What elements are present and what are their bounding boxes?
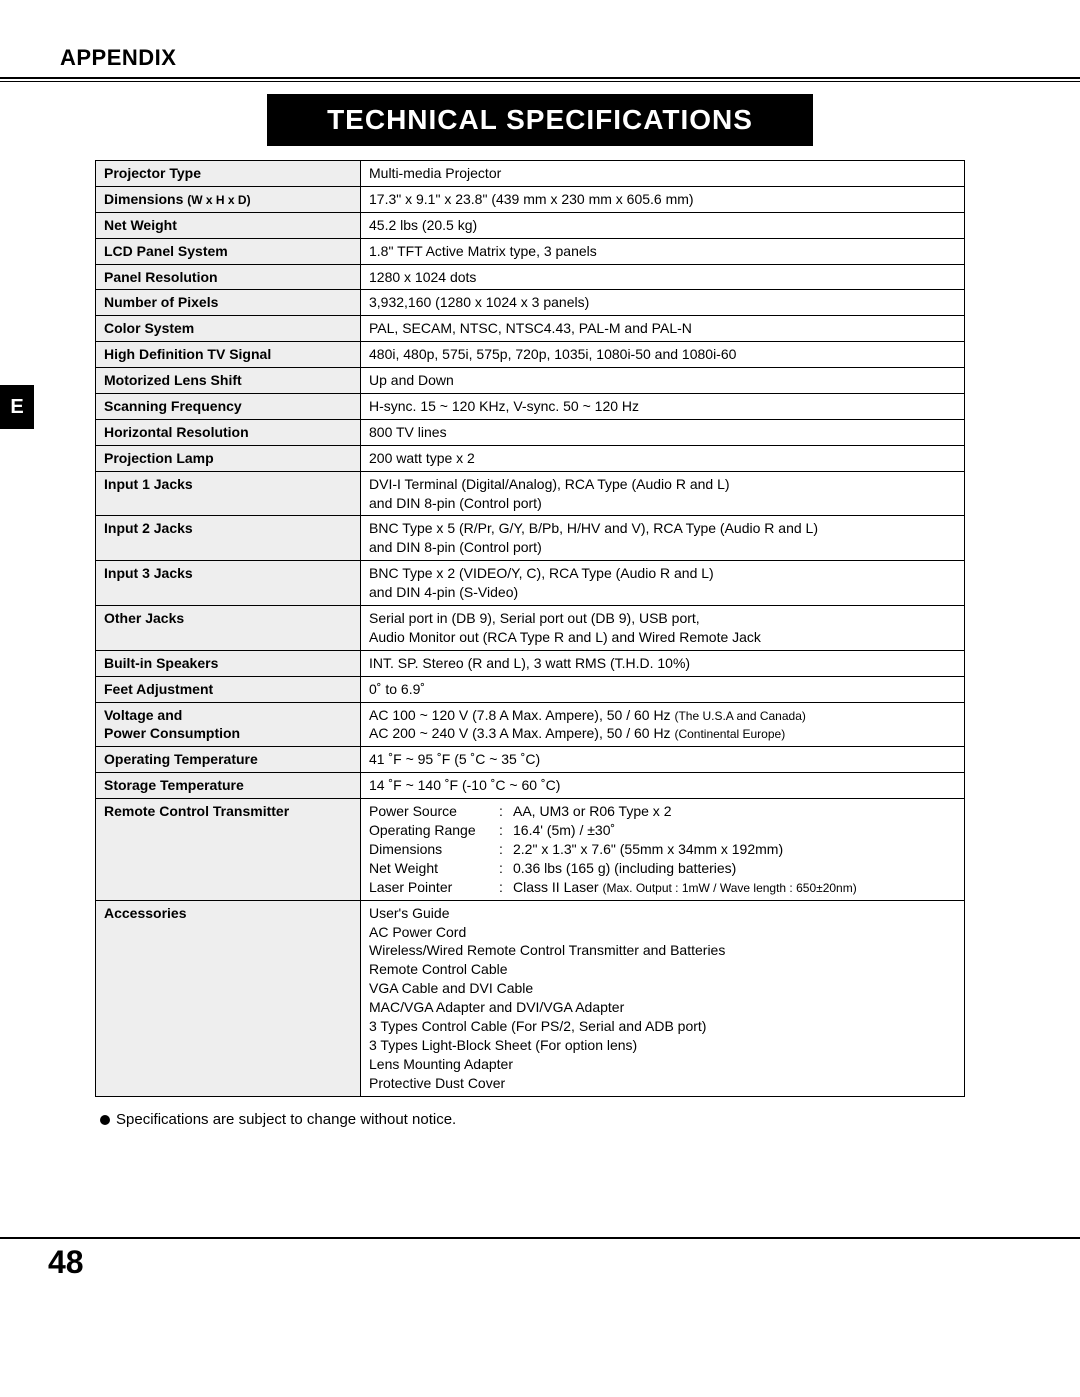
spec-label: Net Weight [96, 212, 361, 238]
accessory-item: Remote Control Cable [369, 960, 956, 979]
page-number: 48 [48, 1244, 84, 1281]
spec-value: 0˚ to 6.9˚ [361, 676, 965, 702]
spec-label: Projector Type [96, 161, 361, 187]
accessory-item: Lens Mounting Adapter [369, 1055, 956, 1074]
spec-value: User's GuideAC Power CordWireless/Wired … [361, 900, 965, 1096]
spec-label: Input 3 Jacks [96, 561, 361, 606]
bullet-icon [100, 1115, 110, 1125]
table-row: Color SystemPAL, SECAM, NTSC, NTSC4.43, … [96, 316, 965, 342]
spec-label: Number of Pixels [96, 290, 361, 316]
spec-label: Operating Temperature [96, 747, 361, 773]
spec-value: INT. SP. Stereo (R and L), 3 watt RMS (T… [361, 650, 965, 676]
spec-value: 800 TV lines [361, 419, 965, 445]
header: APPENDIX TECHNICAL SPECIFICATIONS [60, 45, 1020, 160]
spec-value: Power Source:AA, UM3 or R06 Type x 2Oper… [361, 799, 965, 900]
spec-value: BNC Type x 2 (VIDEO/Y, C), RCA Type (Aud… [361, 561, 965, 606]
table-row: Motorized Lens ShiftUp and Down [96, 368, 965, 394]
table-row: Operating Temperature41 ˚F ~ 95 ˚F (5 ˚C… [96, 747, 965, 773]
spec-value: 45.2 lbs (20.5 kg) [361, 212, 965, 238]
spec-value: 3,932,160 (1280 x 1024 x 3 panels) [361, 290, 965, 316]
spec-label: Built-in Speakers [96, 650, 361, 676]
spec-label: Color System [96, 316, 361, 342]
spec-label: Storage Temperature [96, 773, 361, 799]
table-row: Number of Pixels3,932,160 (1280 x 1024 x… [96, 290, 965, 316]
spec-value: 41 ˚F ~ 95 ˚F (5 ˚C ~ 35 ˚C) [361, 747, 965, 773]
spec-value: H-sync. 15 ~ 120 KHz, V-sync. 50 ~ 120 H… [361, 394, 965, 420]
table-row: Built-in SpeakersINT. SP. Stereo (R and … [96, 650, 965, 676]
remote-sub-key: Net Weight [369, 859, 499, 878]
table-row: Input 3 JacksBNC Type x 2 (VIDEO/Y, C), … [96, 561, 965, 606]
spec-label: LCD Panel System [96, 238, 361, 264]
spec-label: High Definition TV Signal [96, 342, 361, 368]
page: APPENDIX TECHNICAL SPECIFICATIONS Projec… [0, 0, 1080, 1397]
table-row: Storage Temperature14 ˚F ~ 140 ˚F (-10 ˚… [96, 773, 965, 799]
spec-value: 1280 x 1024 dots [361, 264, 965, 290]
spec-value: BNC Type x 5 (R/Pr, G/Y, B/Pb, H/HV and … [361, 516, 965, 561]
remote-sub-value: Class II Laser (Max. Output : 1mW / Wave… [513, 878, 956, 897]
footnote: Specifications are subject to change wit… [100, 1111, 1020, 1128]
accessory-item: 3 Types Light-Block Sheet (For option le… [369, 1036, 956, 1055]
spec-label: Accessories [96, 900, 361, 1096]
accessory-item: AC Power Cord [369, 923, 956, 942]
spec-value: 14 ˚F ~ 140 ˚F (-10 ˚C ~ 60 ˚C) [361, 773, 965, 799]
table-row: Projector TypeMulti-media Projector [96, 161, 965, 187]
accessory-item: User's Guide [369, 904, 956, 923]
footer-rule [0, 1237, 1080, 1239]
remote-sub-value: 0.36 lbs (165 g) (including batteries) [513, 859, 956, 878]
spec-value: DVI-I Terminal (Digital/Analog), RCA Typ… [361, 471, 965, 516]
table-row: Scanning FrequencyH-sync. 15 ~ 120 KHz, … [96, 394, 965, 420]
spec-label: Remote Control Transmitter [96, 799, 361, 900]
spec-label: Other Jacks [96, 606, 361, 651]
spec-value: Serial port in (DB 9), Serial port out (… [361, 606, 965, 651]
header-rule [0, 77, 1080, 82]
table-row: Voltage andPower ConsumptionAC 100 ~ 120… [96, 702, 965, 747]
table-row: Input 1 JacksDVI-I Terminal (Digital/Ana… [96, 471, 965, 516]
accessory-item: MAC/VGA Adapter and DVI/VGA Adapter [369, 998, 956, 1017]
table-row: Dimensions (W x H x D)17.3" x 9.1" x 23.… [96, 186, 965, 212]
table-row: Feet Adjustment0˚ to 6.9˚ [96, 676, 965, 702]
table-row: Horizontal Resolution800 TV lines [96, 419, 965, 445]
spec-value: PAL, SECAM, NTSC, NTSC4.43, PAL-M and PA… [361, 316, 965, 342]
spec-value: 200 watt type x 2 [361, 445, 965, 471]
table-row: Input 2 JacksBNC Type x 5 (R/Pr, G/Y, B/… [96, 516, 965, 561]
spec-value: Multi-media Projector [361, 161, 965, 187]
spec-label: Input 1 Jacks [96, 471, 361, 516]
spec-value: Up and Down [361, 368, 965, 394]
remote-sub-key: Power Source [369, 802, 499, 821]
appendix-title: APPENDIX [60, 45, 1020, 71]
spec-table: Projector TypeMulti-media Projector Dime… [95, 160, 965, 1097]
spec-value: 17.3" x 9.1" x 23.8" (439 mm x 230 mm x … [361, 186, 965, 212]
spec-label: Voltage andPower Consumption [96, 702, 361, 747]
remote-sub-value: AA, UM3 or R06 Type x 2 [513, 802, 956, 821]
table-row: Panel Resolution1280 x 1024 dots [96, 264, 965, 290]
remote-sub-key: Operating Range [369, 821, 499, 840]
remote-sub-key: Laser Pointer [369, 878, 499, 897]
accessory-item: Protective Dust Cover [369, 1074, 956, 1093]
accessory-item: 3 Types Control Cable (For PS/2, Serial … [369, 1017, 956, 1036]
table-row: Accessories User's GuideAC Power CordWir… [96, 900, 965, 1096]
spec-label: Motorized Lens Shift [96, 368, 361, 394]
table-row: Remote Control Transmitter Power Source:… [96, 799, 965, 900]
table-row: Projection Lamp200 watt type x 2 [96, 445, 965, 471]
spec-label: Projection Lamp [96, 445, 361, 471]
section-banner: TECHNICAL SPECIFICATIONS [267, 94, 813, 146]
remote-sub-key: Dimensions [369, 840, 499, 859]
spec-value: AC 100 ~ 120 V (7.8 A Max. Ampere), 50 /… [361, 702, 965, 747]
spec-value: 480i, 480p, 575i, 575p, 720p, 1035i, 108… [361, 342, 965, 368]
spec-label: Panel Resolution [96, 264, 361, 290]
table-row: High Definition TV Signal480i, 480p, 575… [96, 342, 965, 368]
accessory-item: Wireless/Wired Remote Control Transmitte… [369, 941, 956, 960]
spec-label: Scanning Frequency [96, 394, 361, 420]
table-row: LCD Panel System1.8" TFT Active Matrix t… [96, 238, 965, 264]
spec-label: Feet Adjustment [96, 676, 361, 702]
spec-value: 1.8" TFT Active Matrix type, 3 panels [361, 238, 965, 264]
table-row: Other JacksSerial port in (DB 9), Serial… [96, 606, 965, 651]
remote-sub-value: 2.2" x 1.3" x 7.6" (55mm x 34mm x 192mm) [513, 840, 956, 859]
spec-label: Horizontal Resolution [96, 419, 361, 445]
remote-sub-value: 16.4' (5m) / ±30˚ [513, 821, 956, 840]
spec-label: Input 2 Jacks [96, 516, 361, 561]
spec-label: Dimensions (W x H x D) [96, 186, 361, 212]
table-row: Net Weight45.2 lbs (20.5 kg) [96, 212, 965, 238]
accessory-item: VGA Cable and DVI Cable [369, 979, 956, 998]
